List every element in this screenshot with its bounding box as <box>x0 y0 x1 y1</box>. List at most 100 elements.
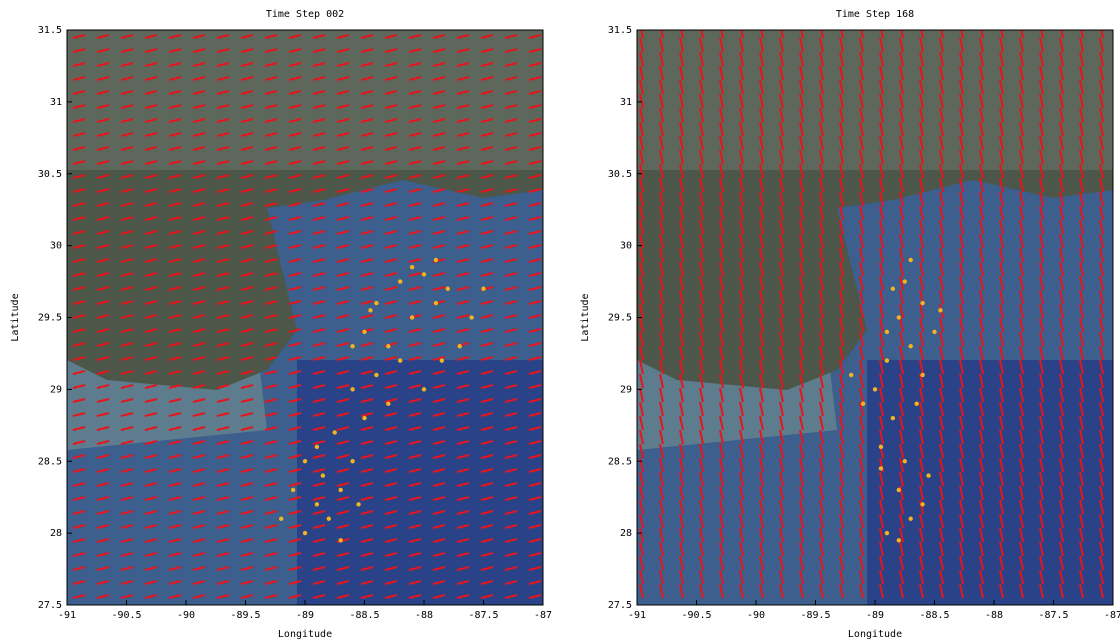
y-tick-label: 29 <box>50 384 62 395</box>
particle <box>885 358 889 362</box>
y-tick-label: 31.5 <box>38 25 62 36</box>
y-tick-label: 28 <box>620 528 632 539</box>
x-tick-label: -87 <box>1104 610 1120 621</box>
particle <box>879 466 883 470</box>
y-tick-label: 28 <box>50 528 62 539</box>
particle <box>339 538 343 542</box>
particle <box>303 459 307 463</box>
particle <box>303 531 307 535</box>
x-tick-label: -91 <box>628 610 646 621</box>
x-tick-label: -89 <box>296 610 314 621</box>
particle <box>932 330 936 334</box>
x-axis-label: Longitude <box>848 629 902 640</box>
particle <box>410 265 414 269</box>
particle <box>861 402 865 406</box>
y-tick-label: 28.5 <box>38 456 62 467</box>
particle <box>920 373 924 377</box>
particle <box>885 330 889 334</box>
particle <box>885 531 889 535</box>
y-tick-label: 31.5 <box>608 25 632 36</box>
figure: -91 -90.5 -90 -89.5 -89 -88.5 -88 -87.5 -87 27.5 2… <box>0 0 1120 643</box>
particle <box>909 517 913 521</box>
particle <box>903 459 907 463</box>
particle <box>903 279 907 283</box>
particle <box>434 258 438 262</box>
particle <box>339 488 343 492</box>
particle <box>368 308 372 312</box>
x-tick-label: -89.5 <box>230 610 260 621</box>
particle <box>374 373 378 377</box>
x-tick-label: -88 <box>415 610 433 621</box>
particle <box>897 488 901 492</box>
particle <box>321 473 325 477</box>
particle <box>327 517 331 521</box>
particle <box>356 502 360 506</box>
deep-water <box>867 360 1113 605</box>
particle <box>873 387 877 391</box>
y-tick-label: 30 <box>620 241 632 252</box>
particle <box>920 301 924 305</box>
particle <box>879 445 883 449</box>
particle <box>920 502 924 506</box>
x-tick-label: -90 <box>177 610 195 621</box>
particle <box>291 488 295 492</box>
y-tick-label: 31 <box>620 97 632 108</box>
y-tick-label: 27.5 <box>38 600 62 611</box>
x-tick-label: -88.5 <box>349 610 379 621</box>
map-panel <box>67 30 543 605</box>
particle <box>362 330 366 334</box>
y-tick-label: 27.5 <box>608 600 632 611</box>
particle <box>446 287 450 291</box>
x-tick-label: -91 <box>58 610 76 621</box>
particle <box>897 538 901 542</box>
particle <box>440 358 444 362</box>
x-tick-label: -90.5 <box>681 610 711 621</box>
particle <box>350 344 354 348</box>
x-tick-label: -87.5 <box>1038 610 1068 621</box>
particle <box>481 287 485 291</box>
y-tick-label: 31 <box>50 97 62 108</box>
particle <box>469 315 473 319</box>
x-tick-label: -90.5 <box>111 610 141 621</box>
y-axis-label: Latitude <box>10 293 21 341</box>
particle <box>938 308 942 312</box>
y-tick-label: 30.5 <box>608 169 632 180</box>
x-tick-label: -87.5 <box>468 610 498 621</box>
particle <box>333 430 337 434</box>
particle <box>350 387 354 391</box>
particle <box>914 402 918 406</box>
particle <box>386 402 390 406</box>
particle <box>315 445 319 449</box>
x-axis-label: Longitude <box>278 629 332 640</box>
map-panel <box>637 24 1113 605</box>
particle <box>458 344 462 348</box>
y-tick-label: 29.5 <box>38 313 62 324</box>
x-tick-label: -87 <box>534 610 552 621</box>
particle <box>897 315 901 319</box>
particle <box>422 387 426 391</box>
x-tick-label: -89.5 <box>800 610 830 621</box>
particle <box>386 344 390 348</box>
particle <box>422 272 426 276</box>
particle <box>926 473 930 477</box>
particle <box>849 373 853 377</box>
particle <box>398 279 402 283</box>
particle <box>434 301 438 305</box>
particle <box>891 287 895 291</box>
particle <box>362 416 366 420</box>
y-tick-label: 29 <box>620 384 632 395</box>
y-axis-label: Latitude <box>580 293 591 341</box>
x-tick-label: -88 <box>985 610 1003 621</box>
y-tick-label: 30 <box>50 241 62 252</box>
y-tick-label: 30.5 <box>38 169 62 180</box>
particle <box>909 258 913 262</box>
chart-title: Time Step 168 <box>836 9 914 20</box>
land-texture <box>67 30 543 170</box>
particle <box>279 517 283 521</box>
y-tick-label: 28.5 <box>608 456 632 467</box>
chart-title: Time Step 002 <box>266 9 344 20</box>
y-tick-label: 29.5 <box>608 313 632 324</box>
particle <box>350 459 354 463</box>
x-tick-label: -88.5 <box>919 610 949 621</box>
particle <box>410 315 414 319</box>
